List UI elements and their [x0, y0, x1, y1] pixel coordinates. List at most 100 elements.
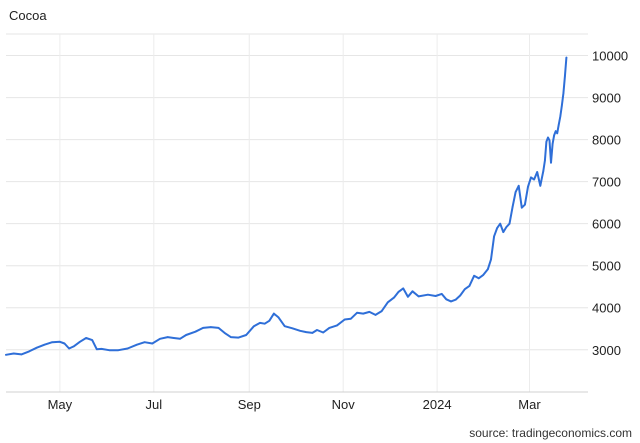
- x-tick-label: Mar: [518, 397, 541, 412]
- data-point: [277, 316, 280, 319]
- series-layer: [5, 56, 568, 356]
- data-point: [561, 105, 563, 107]
- data-point: [316, 329, 318, 331]
- data-point: [553, 134, 555, 137]
- data-point: [565, 56, 568, 59]
- data-point: [305, 331, 308, 333]
- data-point: [117, 349, 120, 352]
- data-point: [407, 296, 409, 298]
- data-point: [374, 314, 377, 316]
- data-point: [91, 339, 93, 341]
- data-point: [311, 332, 314, 334]
- data-point: [539, 185, 542, 187]
- data-point: [5, 354, 7, 356]
- y-axis-ticks: 3000 4000 5000 6000 7000 8000 9000 10000: [592, 49, 628, 358]
- y-tick-label: 5000: [592, 259, 621, 274]
- data-point: [505, 226, 508, 228]
- data-point: [487, 268, 489, 270]
- data-point: [397, 291, 400, 293]
- data-point: [496, 227, 499, 229]
- data-point: [402, 287, 405, 290]
- data-point: [502, 231, 505, 233]
- data-point: [185, 334, 187, 336]
- y-tick-label: 8000: [592, 133, 621, 148]
- data-point: [493, 235, 495, 238]
- data-point: [179, 338, 181, 340]
- y-tick-label: 10000: [592, 49, 628, 64]
- data-point: [151, 342, 154, 345]
- data-point: [322, 331, 325, 334]
- data-point: [459, 294, 462, 297]
- data-point: [126, 347, 129, 350]
- data-point: [559, 115, 562, 118]
- x-tick-label: Jul: [145, 397, 162, 412]
- data-point: [194, 330, 197, 333]
- y-tick-label: 9000: [592, 91, 621, 106]
- data-point: [237, 336, 240, 339]
- data-point: [20, 353, 23, 356]
- data-point: [490, 258, 492, 261]
- data-point: [217, 327, 220, 329]
- y-tick-label: 7000: [592, 175, 621, 190]
- data-point: [283, 325, 286, 328]
- data-point: [263, 322, 266, 325]
- data-point: [548, 139, 551, 142]
- data-point: [72, 345, 75, 348]
- data-point: [380, 310, 383, 312]
- data-point: [100, 348, 103, 350]
- data-point: [273, 312, 275, 315]
- data-point: [259, 322, 261, 324]
- data-point: [96, 348, 98, 351]
- data-point: [536, 171, 538, 173]
- x-tick-label: Nov: [332, 397, 356, 412]
- data-point: [417, 295, 420, 298]
- y-tick-label: 3000: [592, 343, 621, 358]
- data-point: [291, 327, 294, 330]
- data-point: [143, 341, 146, 344]
- data-point: [393, 296, 395, 299]
- chart-source: source: tradingeconomics.com: [469, 426, 632, 440]
- data-point: [434, 295, 437, 297]
- grid-lines: [6, 33, 588, 392]
- data-point: [550, 161, 552, 164]
- data-point: [230, 336, 232, 338]
- chart-title: Cocoa: [9, 8, 47, 23]
- data-point: [545, 140, 548, 143]
- data-point: [542, 170, 545, 172]
- data-point: [427, 293, 429, 296]
- x-tick-label: 2024: [423, 397, 452, 412]
- data-point: [253, 325, 255, 328]
- data-point: [85, 337, 87, 339]
- data-point: [454, 298, 457, 301]
- data-point: [557, 124, 560, 126]
- data-point: [299, 330, 301, 332]
- data-point: [482, 274, 485, 276]
- data-point: [514, 191, 517, 193]
- data-point: [511, 206, 514, 208]
- data-point: [440, 293, 443, 295]
- data-point: [166, 336, 169, 338]
- data-point: [564, 75, 566, 78]
- y-tick-label: 4000: [592, 301, 621, 316]
- data-point: [28, 350, 30, 353]
- data-point: [554, 130, 557, 132]
- data-point: [173, 337, 175, 339]
- data-point: [508, 222, 511, 225]
- data-point: [524, 203, 526, 206]
- data-point: [547, 136, 549, 139]
- data-point: [136, 343, 138, 346]
- data-point: [521, 206, 523, 209]
- data-point: [562, 92, 565, 95]
- data-point: [387, 301, 389, 304]
- y-tick-label: 6000: [592, 217, 621, 232]
- data-point: [533, 178, 535, 181]
- data-point: [343, 318, 346, 321]
- data-point: [445, 298, 448, 301]
- data-point: [464, 288, 466, 291]
- data-point: [477, 277, 480, 280]
- data-point: [499, 222, 502, 225]
- data-point: [268, 320, 271, 322]
- data-point: [362, 312, 365, 315]
- series-line: [5, 56, 568, 356]
